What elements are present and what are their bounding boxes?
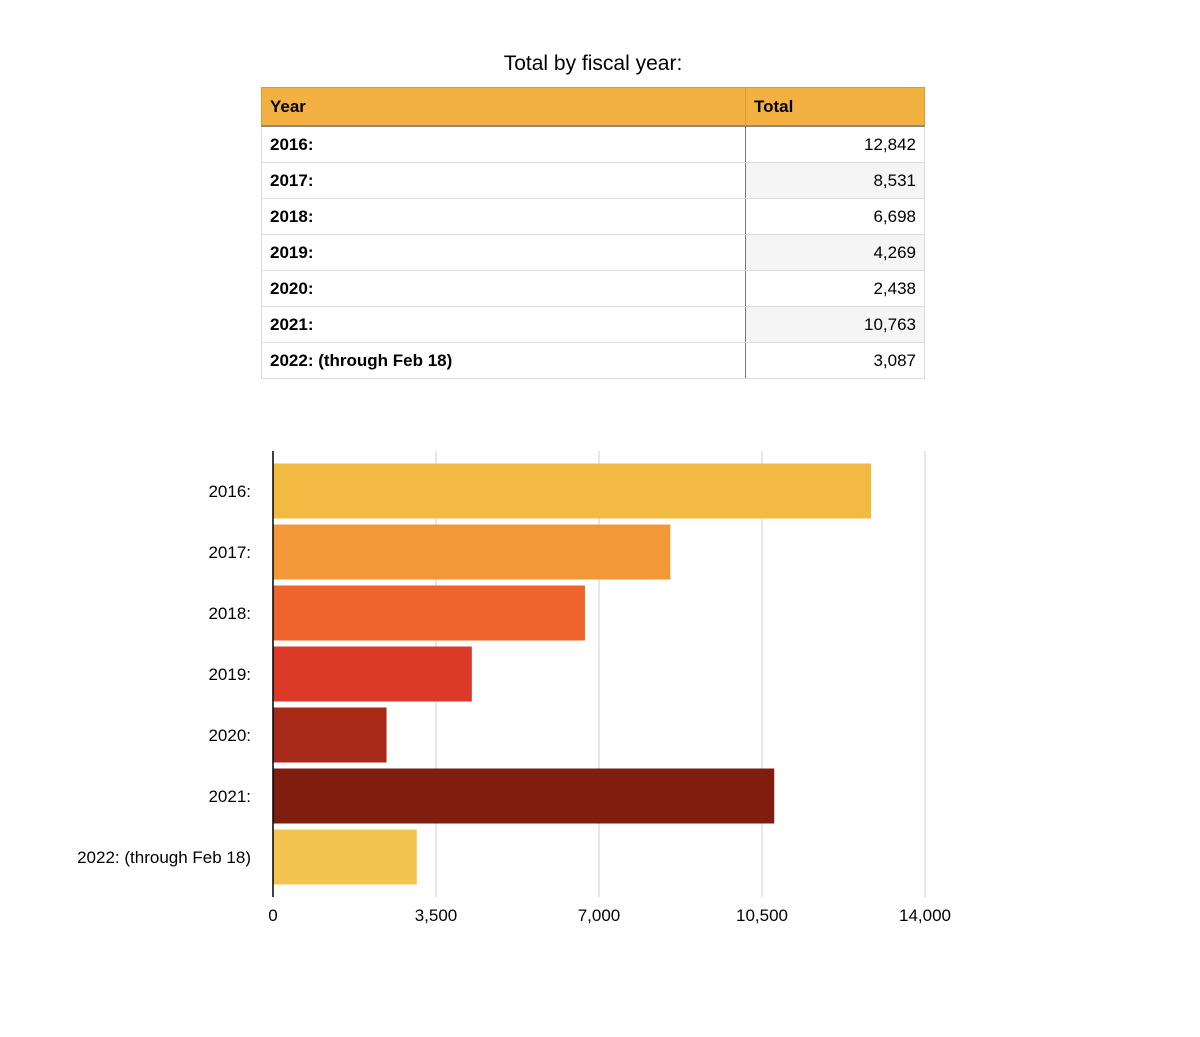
header-total: Total xyxy=(745,87,925,127)
category-label: 2016: xyxy=(208,482,251,501)
category-label: 2017: xyxy=(208,543,251,562)
x-tick-label: 0 xyxy=(268,906,277,925)
bar xyxy=(273,646,472,702)
bar xyxy=(273,463,872,519)
total-cell: 12,842 xyxy=(745,125,925,163)
x-tick-label: 14,000 xyxy=(899,906,951,925)
bar xyxy=(273,524,671,580)
total-cell: 3,087 xyxy=(745,342,925,379)
total-cell: 4,269 xyxy=(745,234,925,271)
x-tick-label: 10,500 xyxy=(736,906,788,925)
category-label: 2018: xyxy=(208,604,251,623)
year-cell: 2016: xyxy=(261,125,746,163)
bar xyxy=(273,585,585,641)
table-header-row: Year Total xyxy=(261,87,925,127)
header-year: Year xyxy=(261,87,746,127)
category-label: 2021: xyxy=(208,787,251,806)
x-tick-label: 3,500 xyxy=(415,906,458,925)
year-cell: 2022: (through Feb 18) xyxy=(261,342,746,379)
bar xyxy=(273,768,775,824)
bar xyxy=(273,707,387,763)
totals-table: Year Total 2016: 12,842 2017: 8,531 2018… xyxy=(261,87,925,379)
total-cell: 8,531 xyxy=(745,162,925,199)
category-label: 2019: xyxy=(208,665,251,684)
table-row: 2021: 10,763 xyxy=(261,306,925,343)
category-label: 2020: xyxy=(208,726,251,745)
category-label: 2022: (through Feb 18) xyxy=(77,848,251,867)
x-tick-label: 7,000 xyxy=(578,906,621,925)
table-row: 2022: (through Feb 18) 3,087 xyxy=(261,342,925,379)
total-cell: 2,438 xyxy=(745,270,925,307)
table-row: 2016: 12,842 xyxy=(261,125,925,163)
table-row: 2017: 8,531 xyxy=(261,162,925,199)
table-title: Total by fiscal year: xyxy=(503,52,683,75)
bar xyxy=(273,829,417,885)
total-cell: 10,763 xyxy=(745,306,925,343)
